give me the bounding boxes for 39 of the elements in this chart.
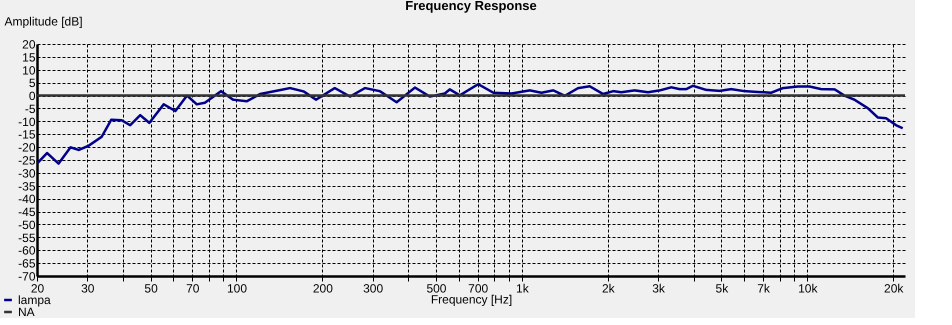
y-tick-label: -60: [18, 244, 36, 258]
x-tick-label: 7k: [757, 282, 771, 296]
x-tick-label: 5k: [716, 282, 730, 296]
y-tick-label: -20: [18, 140, 36, 155]
x-tick-label: 300: [363, 282, 384, 296]
x-tick-label: 200: [312, 282, 334, 296]
x-tick-label: 500: [426, 282, 447, 296]
x-tick-label: 1k: [516, 282, 530, 296]
x-tick-label: 20k: [884, 282, 904, 296]
y-tick-label: -40: [18, 192, 36, 206]
y-tick-label: -50: [18, 218, 36, 232]
y-tick-label: -35: [18, 179, 36, 194]
x-tick-label: 700: [468, 282, 488, 296]
x-tick-label: 70: [186, 282, 200, 296]
x-tick-label: 2k: [602, 282, 616, 296]
y-axis-title: Amplitude [dB]: [4, 14, 83, 28]
y-tick-label: 10: [22, 63, 36, 78]
x-tick-label: 50: [144, 282, 158, 296]
y-tick-label: 5: [28, 76, 36, 90]
y-tick-label: 20: [22, 38, 36, 52]
chart-title: Frequency Response: [405, 0, 537, 13]
x-tick-label: 100: [226, 282, 248, 296]
legend-label: lampa: [18, 293, 52, 307]
y-tick-label: -10: [18, 114, 36, 129]
x-tick-label: 10k: [798, 282, 818, 296]
x-tick-label: 3k: [652, 282, 666, 296]
y-tick-label: -70: [18, 270, 36, 284]
y-tick-label: -5: [24, 102, 36, 116]
y-tick-label: 0: [28, 89, 36, 104]
y-tick-label: -55: [18, 230, 36, 245]
x-axis-title: Frequency [Hz]: [430, 292, 512, 306]
legend-label: NA: [18, 305, 35, 319]
y-tick-label: 15: [22, 50, 36, 64]
x-tick-label: 30: [81, 282, 95, 296]
y-tick-label: -25: [18, 154, 36, 168]
y-tick-label: -15: [18, 128, 36, 142]
y-tick-label: -30: [18, 166, 36, 180]
y-tick-label: -45: [18, 205, 36, 220]
y-tick-label: -65: [18, 256, 36, 271]
